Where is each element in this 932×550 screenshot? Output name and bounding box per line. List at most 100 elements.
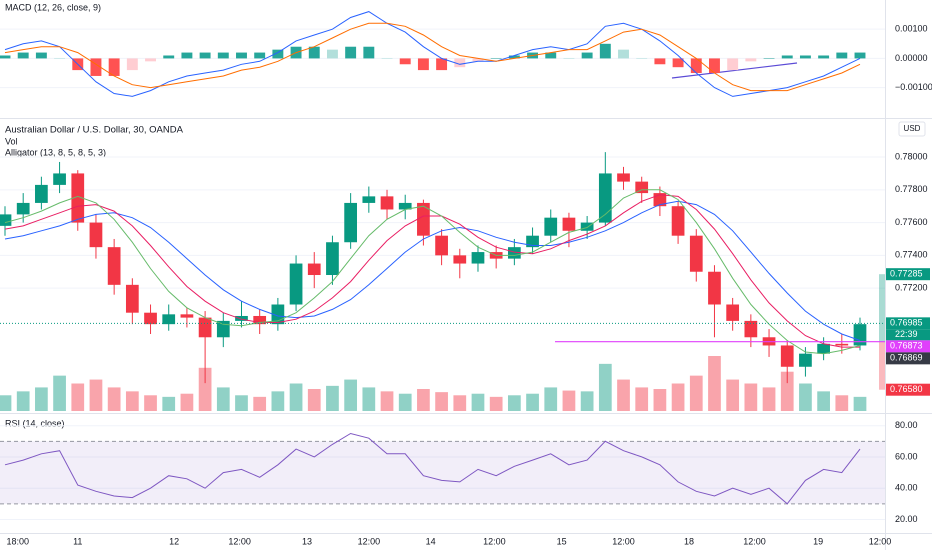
histogram-bar (254, 52, 266, 59)
rsi-band (0, 441, 885, 504)
candle-body (362, 196, 376, 203)
candle-body (216, 320, 230, 338)
histogram-bar (163, 55, 175, 59)
histogram-bar (508, 55, 520, 59)
histogram-bar (236, 52, 247, 59)
volume-bar (653, 389, 667, 411)
candle-body (544, 217, 558, 236)
x-tick-label: 12:00 (483, 536, 506, 546)
volume-bar (253, 396, 267, 411)
price-label: 0.77285 (890, 269, 923, 279)
x-tick-label: 12:00 (358, 536, 381, 546)
volume-bar (198, 367, 212, 411)
countdown: 22:39 (895, 329, 918, 339)
volume-title: Vol (5, 136, 18, 146)
candle-body (107, 247, 121, 285)
histogram-bar (436, 58, 448, 71)
volume-bar (89, 379, 103, 411)
histogram-bar (490, 58, 502, 59)
range-down (879, 341, 885, 390)
candle-body (35, 184, 48, 203)
histogram-bar (363, 46, 375, 59)
volume-bar (453, 395, 467, 411)
y-tick-label: 0.77400 (895, 250, 928, 260)
histogram-bar (854, 52, 866, 59)
y-tick-label: 20.00 (895, 514, 918, 524)
x-tick-label: 12:00 (612, 536, 635, 546)
histogram-bar (563, 58, 575, 59)
candle-body (526, 235, 539, 248)
candle-body (326, 242, 339, 276)
volume-bar (471, 393, 485, 411)
volume-bar (835, 395, 849, 411)
histogram-bar (690, 58, 702, 74)
candle-body (235, 315, 248, 321)
volume-bar (617, 379, 630, 411)
histogram-bar (399, 58, 411, 65)
candle-body (289, 263, 303, 305)
candle-body (0, 214, 12, 226)
volume-bar (362, 387, 376, 411)
volume-bar (853, 396, 867, 411)
macd-line (4, 11, 861, 97)
volume-bar (435, 392, 448, 411)
volume-bar (398, 393, 412, 411)
volume-bar (635, 387, 649, 411)
price-label: 0.76985 (890, 318, 923, 328)
volume-bar (598, 363, 612, 411)
y-tick-label: 60.00 (895, 451, 918, 461)
x-tick-label: 14 (426, 536, 436, 546)
volume-bar (326, 385, 339, 411)
price-label-box (886, 383, 930, 396)
volume-bar (417, 389, 430, 411)
volume-bar (0, 395, 12, 411)
histogram-bar (654, 58, 666, 65)
candle-body (53, 173, 66, 185)
x-tick-label: 11 (73, 536, 82, 546)
candle-body (89, 222, 103, 248)
candle-body (180, 314, 194, 318)
volume-bar (307, 389, 321, 411)
histogram-bar (472, 58, 484, 62)
histogram-bar (727, 58, 739, 71)
candle-body (689, 235, 703, 272)
candle-body (162, 314, 176, 325)
candle-body (453, 255, 467, 264)
x-tick-label: 12:00 (228, 536, 251, 546)
histogram-bar (54, 58, 66, 59)
y-tick-label: 0.78000 (895, 151, 928, 161)
candle-body (471, 252, 485, 264)
y-tick-label: 40.00 (895, 483, 918, 493)
histogram-bar (818, 55, 830, 59)
candle-body (71, 173, 85, 223)
price-label: 0.76580 (890, 384, 923, 394)
histogram-bar (35, 52, 47, 59)
histogram-bar (345, 46, 357, 59)
trend-line (671, 62, 798, 79)
volume-bar (544, 387, 558, 411)
volume-bar (16, 391, 30, 411)
alligator-line (4, 189, 861, 355)
volume-bar (744, 383, 758, 411)
volume-bar (817, 391, 830, 411)
histogram-bar (763, 58, 775, 59)
histogram-bar (90, 58, 102, 76)
histogram-bar (17, 52, 29, 59)
volume-bar (162, 396, 176, 411)
rsi-title: RSI (14, close) (5, 418, 65, 428)
price-label-box (886, 317, 930, 330)
histogram-bar (308, 46, 320, 59)
volume-bar (53, 375, 66, 411)
currency-button[interactable] (898, 121, 926, 137)
candle-body (562, 217, 576, 231)
histogram-bar (0, 55, 11, 59)
x-tick-label: 15 (557, 536, 567, 546)
range-up (879, 274, 885, 342)
candle-body (16, 202, 30, 215)
histogram-bar (272, 49, 284, 59)
histogram-bar (199, 52, 211, 59)
volume-bar (708, 356, 721, 411)
histogram-bar (799, 55, 811, 59)
candle-body (708, 271, 721, 305)
candle-body (417, 202, 430, 236)
